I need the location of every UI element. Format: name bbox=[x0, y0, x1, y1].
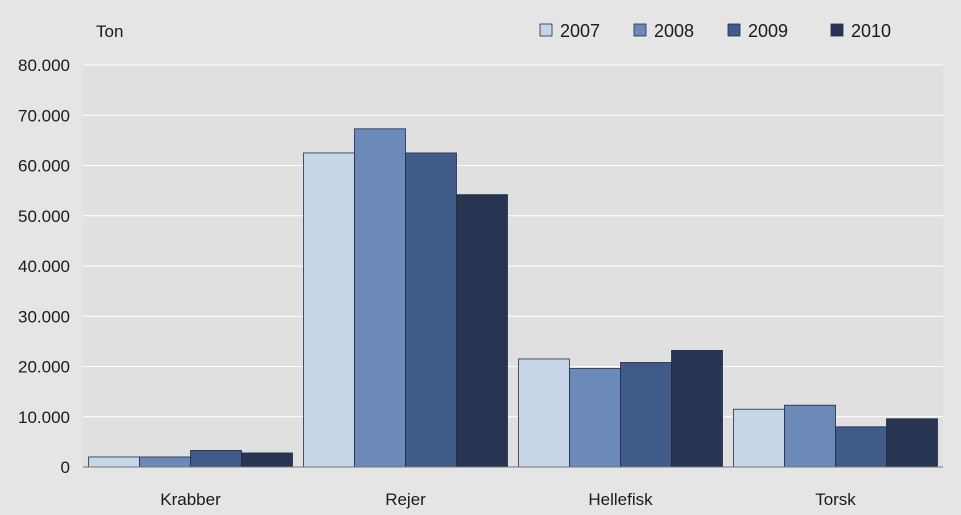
y-tick-label: 80.000 bbox=[18, 56, 70, 75]
y-axis-label: Ton bbox=[96, 22, 123, 41]
legend: 2007 2008 2009 2010 bbox=[539, 21, 891, 41]
bar-2010-rejer bbox=[456, 194, 508, 468]
bar-2009-hellefisk bbox=[620, 362, 672, 468]
legend-swatch-2008 bbox=[633, 23, 647, 37]
y-tick-label: 20.000 bbox=[18, 358, 70, 377]
bar-2009-torsk bbox=[835, 426, 887, 468]
bar-2010-krabber bbox=[241, 452, 293, 468]
x-tick-label: Hellefisk bbox=[588, 490, 653, 509]
y-tick-label: 70.000 bbox=[18, 106, 70, 125]
bar-2007-hellefisk bbox=[518, 358, 570, 468]
bar-2007-rejer bbox=[303, 152, 355, 468]
x-tick-label: Torsk bbox=[815, 490, 856, 509]
x-tick-label: Rejer bbox=[385, 490, 426, 509]
y-tick-label: 50.000 bbox=[18, 207, 70, 226]
legend-label: 2009 bbox=[748, 21, 788, 41]
y-tick-labels: 0 10.000 20.000 30.000 40.000 50.000 60.000 70.… bbox=[18, 56, 70, 477]
bar-2009-rejer bbox=[405, 152, 457, 468]
bar-2010-hellefisk bbox=[671, 350, 723, 468]
bars bbox=[88, 128, 938, 468]
legend-swatch-2010 bbox=[830, 23, 844, 37]
x-tick-labels: Krabber Rejer Hellefisk Torsk bbox=[160, 490, 856, 509]
legend-label: 2007 bbox=[560, 21, 600, 41]
bar-2007-krabber bbox=[88, 456, 140, 468]
y-tick-label: 10.000 bbox=[18, 408, 70, 427]
bar-2008-hellefisk bbox=[569, 368, 621, 468]
y-tick-label: 0 bbox=[61, 458, 70, 477]
y-tick-label: 40.000 bbox=[18, 257, 70, 276]
legend-label: 2008 bbox=[654, 21, 694, 41]
bar-2008-rejer bbox=[354, 128, 406, 468]
legend-swatch-2009 bbox=[727, 23, 741, 37]
y-tick-label: 30.000 bbox=[18, 307, 70, 326]
y-tick-label: 60.000 bbox=[18, 157, 70, 176]
bar-2008-krabber bbox=[139, 456, 191, 468]
bar-2009-krabber bbox=[190, 450, 242, 468]
x-tick-label: Krabber bbox=[160, 490, 221, 509]
bar-2008-torsk bbox=[784, 404, 836, 468]
bar-2007-torsk bbox=[733, 408, 785, 468]
bar-2010-torsk bbox=[886, 418, 938, 468]
gridlines bbox=[83, 64, 943, 418]
legend-label: 2010 bbox=[851, 21, 891, 41]
legend-swatch-2007 bbox=[539, 23, 553, 37]
